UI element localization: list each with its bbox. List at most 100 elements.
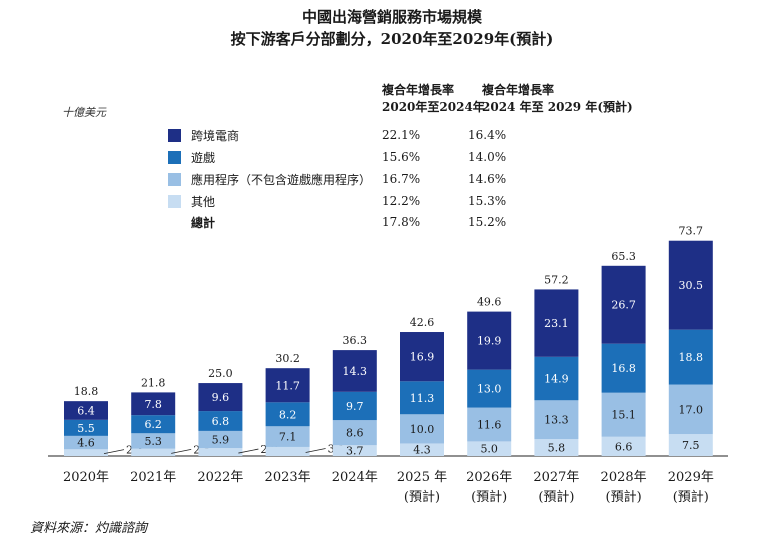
bar-segment <box>198 383 243 412</box>
bar-segment <box>668 329 713 385</box>
source-note: 資料來源：灼識諮詢 <box>30 521 148 536</box>
x-tick-note: (預計) <box>606 489 642 505</box>
cagr2-ecommerce: 16.4% <box>468 128 507 142</box>
data-label: 8.6 <box>346 427 364 440</box>
bar-segment <box>467 441 512 456</box>
data-label: 10.0 <box>410 423 435 436</box>
data-label: 5.9 <box>212 434 230 447</box>
bar-segment <box>131 433 176 449</box>
data-label: 14.3 <box>343 365 368 378</box>
bar-segment <box>64 419 108 436</box>
x-tick-label: 2023年 <box>265 470 311 485</box>
data-label: 11.3 <box>410 392 435 405</box>
bar-segment <box>265 368 310 403</box>
data-label: 23.1 <box>544 317 569 330</box>
legend-item-games: 遊戲 <box>168 147 215 167</box>
legend-swatch <box>168 150 181 164</box>
cagr-header-2024-2029: 複合年增長率 2024 年至 2029 年(預計) <box>482 82 633 116</box>
leader-line <box>305 448 326 453</box>
leader-line <box>103 449 125 455</box>
data-label: 16.9 <box>410 351 435 364</box>
x-tick-label: 2022年 <box>197 470 243 485</box>
bar-segment <box>534 439 579 456</box>
data-label: 5.8 <box>548 442 566 455</box>
legend-item-ecommerce: 跨境電商 <box>168 125 239 145</box>
data-label: 3.7 <box>346 445 364 458</box>
bar-segment <box>400 414 444 444</box>
bar-segment <box>668 384 713 435</box>
total-label: 65.3 <box>611 250 636 263</box>
data-label: 5.0 <box>480 443 498 456</box>
cagr2-other: 15.3% <box>468 194 507 208</box>
bar-segment <box>198 430 243 449</box>
bar-segment <box>64 449 108 456</box>
data-label: 9.6 <box>212 391 230 404</box>
legend-swatch <box>168 194 181 208</box>
data-label: 4.3 <box>413 444 431 457</box>
x-tick-label: 2021年 <box>130 470 176 485</box>
leader-line <box>171 448 192 454</box>
bar-segment <box>467 407 512 442</box>
legend-label: 跨境電商 <box>191 128 240 143</box>
legend-swatch <box>168 128 181 142</box>
x-tick-note: (預計) <box>538 489 574 505</box>
bar-segment <box>265 426 310 447</box>
bar-segment <box>400 443 444 456</box>
data-label: 9.7 <box>346 400 364 413</box>
bar-segment <box>332 350 377 392</box>
bar-segment <box>601 392 646 437</box>
x-tick-label: 2025 年 <box>397 470 447 485</box>
cagr2-apps: 14.6% <box>468 172 507 186</box>
data-label: 16.8 <box>611 362 636 375</box>
data-label: 11.6 <box>477 418 502 431</box>
bar-segment <box>668 434 713 456</box>
data-label: 7.8 <box>144 398 162 411</box>
cagr1-total: 17.8% <box>382 215 421 229</box>
chart-subtitle: 按下游客戶分部劃分，2020年至2029年(預計) <box>230 30 554 48</box>
total-label: 25.0 <box>208 367 233 380</box>
bar-segment <box>131 415 176 434</box>
legend-label: 其他 <box>191 194 216 209</box>
cagr1-apps: 16.7% <box>382 172 421 186</box>
bar-segment <box>265 446 310 456</box>
cagr1-other: 12.2% <box>382 194 421 208</box>
data-label: 5.3 <box>144 435 162 448</box>
bar-segment <box>64 401 108 420</box>
cagr-header-1-line2: 2020年至2024年 <box>382 100 485 114</box>
data-label: 6.8 <box>212 415 230 428</box>
x-tick-label: 2024年 <box>332 470 378 485</box>
total-label: 21.8 <box>141 376 166 389</box>
bar-segment <box>534 289 579 357</box>
data-label: 17.0 <box>679 403 704 416</box>
leader-line <box>238 448 259 454</box>
data-label: 26.7 <box>611 299 636 312</box>
data-label: 11.7 <box>275 379 300 392</box>
x-tick-label: 2029年 <box>668 470 714 485</box>
bar-segment <box>668 240 713 330</box>
bar-segment <box>198 411 243 431</box>
total-label: 42.6 <box>410 316 435 329</box>
legend-label: 遊戲 <box>191 150 216 165</box>
x-tick-label: 2026年 <box>466 470 512 485</box>
data-label: 6.2 <box>144 418 162 431</box>
x-tick-label: 2020年 <box>63 470 109 485</box>
unit-label: 十億美元 <box>62 106 106 119</box>
bar-segment <box>332 391 377 421</box>
cagr2-total: 15.2% <box>468 215 507 229</box>
data-label: 7.1 <box>279 431 297 444</box>
bar-segment <box>265 402 310 427</box>
legend-swatch <box>168 172 181 186</box>
bar-segment <box>601 343 646 393</box>
cagr-header-2-line1: 複合年增長率 <box>482 83 555 97</box>
bar-segment <box>332 445 377 456</box>
x-tick-label: 2028年 <box>601 470 647 485</box>
data-label: 5.5 <box>77 422 95 435</box>
cagr2-games: 14.0% <box>468 150 507 164</box>
data-label: 8.2 <box>279 408 297 421</box>
data-label: 4.6 <box>77 437 95 450</box>
data-label: 14.9 <box>544 373 569 386</box>
bar-segment <box>534 400 579 440</box>
bar-segment <box>601 436 646 456</box>
x-tick-note: (預計) <box>471 489 507 505</box>
